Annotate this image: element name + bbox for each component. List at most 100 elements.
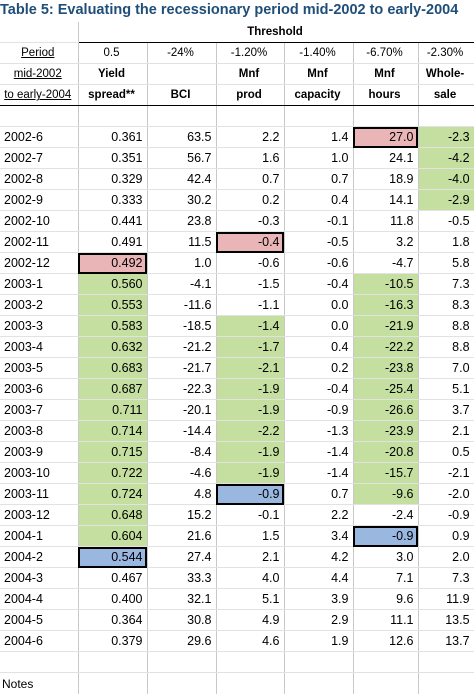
- wholesale-cell: 3.7: [418, 399, 474, 422]
- table-row: 2002-6 0.361 63.5 2.2 1.4 27.0 -2.3: [0, 126, 474, 149]
- blank-cell: [0, 105, 79, 128]
- period-cell: 2004-6: [0, 630, 79, 653]
- wholesale-cell: 7.3: [418, 567, 474, 590]
- table-row: 2003-10 0.722 -4.6 -1.9 -1.4 -15.7 -2.1: [0, 462, 474, 485]
- mnf-capacity-cell: -0.4: [284, 273, 354, 296]
- col-header-spread: spread**: [78, 84, 148, 107]
- mnf-hours-cell: -20.8: [353, 441, 419, 464]
- yield-spread-cell: 0.329: [78, 168, 148, 191]
- yield-spread-cell: 0.492: [78, 252, 148, 275]
- bci-cell: 33.3: [147, 567, 217, 590]
- bci-cell: 56.7: [147, 147, 217, 170]
- mnf-hours-cell: -22.2: [353, 336, 419, 359]
- mnf-hours-cell: -26.6: [353, 399, 419, 422]
- mnf-prod-cell: -1.9: [216, 462, 285, 485]
- period-cell: 2003-7: [0, 399, 79, 422]
- table-row: 2004-5 0.364 30.8 4.9 2.9 11.1 13.5: [0, 609, 474, 632]
- blank-cell: [147, 105, 217, 128]
- wholesale-cell: 0.9: [418, 525, 474, 548]
- wholesale-cell: -0.5: [418, 210, 474, 233]
- mnf-prod-cell: -0.6: [216, 252, 285, 275]
- mnf-prod-cell: 0.7: [216, 168, 285, 191]
- wholesale-cell: 0.5: [418, 441, 474, 464]
- period-cell: 2004-5: [0, 609, 79, 632]
- bci-cell: 11.5: [147, 231, 217, 254]
- col-header-sale: sale: [418, 84, 474, 107]
- mnf-capacity-cell: 1.0: [284, 147, 354, 170]
- spacer-row: [0, 105, 474, 128]
- table-row: 2003-9 0.715 -8.4 -1.9 -1.4 -20.8 0.5: [0, 441, 474, 464]
- yield-spread-cell: 0.364: [78, 609, 148, 632]
- wholesale-cell: 1.8: [418, 231, 474, 254]
- mnf-prod-cell: -1.7: [216, 336, 285, 359]
- wholesale-cell: -2.9: [418, 189, 474, 212]
- mnf-prod-cell: 2.1: [216, 546, 285, 569]
- mnf-prod-cell: 2.2: [216, 126, 285, 149]
- wholesale-cell: 8.8: [418, 336, 474, 359]
- yield-spread-cell: 0.400: [78, 588, 148, 611]
- mnf-capacity-cell: -1.4: [284, 441, 354, 464]
- table-row: 2002-7 0.351 56.7 1.6 1.0 24.1 -4.2: [0, 147, 474, 170]
- yield-spread-cell: 0.711: [78, 399, 148, 422]
- mnf-capacity-cell: 0.4: [284, 336, 354, 359]
- mnf-capacity-cell: 0.0: [284, 294, 354, 317]
- mnf-capacity-cell: -1.4: [284, 462, 354, 485]
- blank-cell: [353, 672, 419, 694]
- mnf-capacity-cell: 0.2: [284, 357, 354, 380]
- mnf-hours-cell: 9.6: [353, 588, 419, 611]
- table-row: 2002-10 0.441 23.8 -0.3 -0.1 11.8 -0.5: [0, 210, 474, 233]
- bci-cell: 42.4: [147, 168, 217, 191]
- yield-spread-cell: 0.687: [78, 378, 148, 401]
- column-header-row-1: mid-2002 Yield Mnf Mnf Mnf Whole-: [0, 63, 474, 86]
- mnf-capacity-cell: 0.0: [284, 315, 354, 338]
- mnf-prod-cell: -1.9: [216, 399, 285, 422]
- mnf-hours-cell: 14.1: [353, 189, 419, 212]
- mnf-hours-cell: -23.8: [353, 357, 419, 380]
- mnf-prod-cell: 4.9: [216, 609, 285, 632]
- mnf-hours-cell: 27.0: [353, 126, 419, 149]
- yield-spread-cell: 0.467: [78, 567, 148, 590]
- mnf-prod-cell: -1.4: [216, 315, 285, 338]
- table-row: 2002-9 0.333 30.2 0.2 0.4 14.1 -2.9: [0, 189, 474, 212]
- table-row: 2003-1 0.560 -4.1 -1.5 -0.4 -10.5 7.3: [0, 273, 474, 296]
- period-header-line-3: to early-2004: [0, 84, 79, 107]
- mnf-hours-cell: -16.3: [353, 294, 419, 317]
- wholesale-cell: 8.3: [418, 294, 474, 317]
- mnf-hours-cell: 3.0: [353, 546, 419, 569]
- threshold-label: Threshold: [78, 22, 474, 44]
- blank-cell: [78, 105, 148, 128]
- mnf-prod-cell: 1.6: [216, 147, 285, 170]
- wholesale-cell: 7.3: [418, 273, 474, 296]
- col-header-prod: prod: [216, 84, 285, 107]
- period-header-line-1: Period: [0, 42, 79, 65]
- bci-cell: -21.2: [147, 336, 217, 359]
- bci-cell: 30.2: [147, 189, 217, 212]
- table-row: 2003-11 0.724 4.8 -0.9 0.7 -9.6 -2.0: [0, 483, 474, 506]
- blank-cell: [78, 672, 148, 694]
- yield-spread-cell: 0.379: [78, 630, 148, 653]
- mnf-capacity-cell: 1.9: [284, 630, 354, 653]
- bci-cell: 21.6: [147, 525, 217, 548]
- mnf-prod-cell: 4.6: [216, 630, 285, 653]
- yield-spread-cell: 0.722: [78, 462, 148, 485]
- period-cell: 2002-12: [0, 252, 79, 275]
- mnf-hours-cell: -9.6: [353, 483, 419, 506]
- mnf-capacity-cell: 1.4: [284, 126, 354, 149]
- period-cell: 2004-2: [0, 546, 79, 569]
- blank-cell: [216, 105, 285, 128]
- wholesale-cell: 2.0: [418, 546, 474, 569]
- period-cell: 2003-11: [0, 483, 79, 506]
- mnf-prod-cell: -0.9: [216, 483, 285, 506]
- period-cell: 2002-9: [0, 189, 79, 212]
- blank-cell: [284, 672, 354, 694]
- period-cell: 2002-7: [0, 147, 79, 170]
- bci-cell: 1.0: [147, 252, 217, 275]
- mnf-hours-cell: -4.7: [353, 252, 419, 275]
- bci-cell: 30.8: [147, 609, 217, 632]
- mnf-prod-cell: 0.2: [216, 189, 285, 212]
- table-row: 2004-3 0.467 33.3 4.0 4.4 7.1 7.3: [0, 567, 474, 590]
- yield-spread-cell: 0.491: [78, 231, 148, 254]
- yield-spread-cell: 0.441: [78, 210, 148, 233]
- period-cell: 2002-11: [0, 231, 79, 254]
- mnf-capacity-cell: -0.1: [284, 210, 354, 233]
